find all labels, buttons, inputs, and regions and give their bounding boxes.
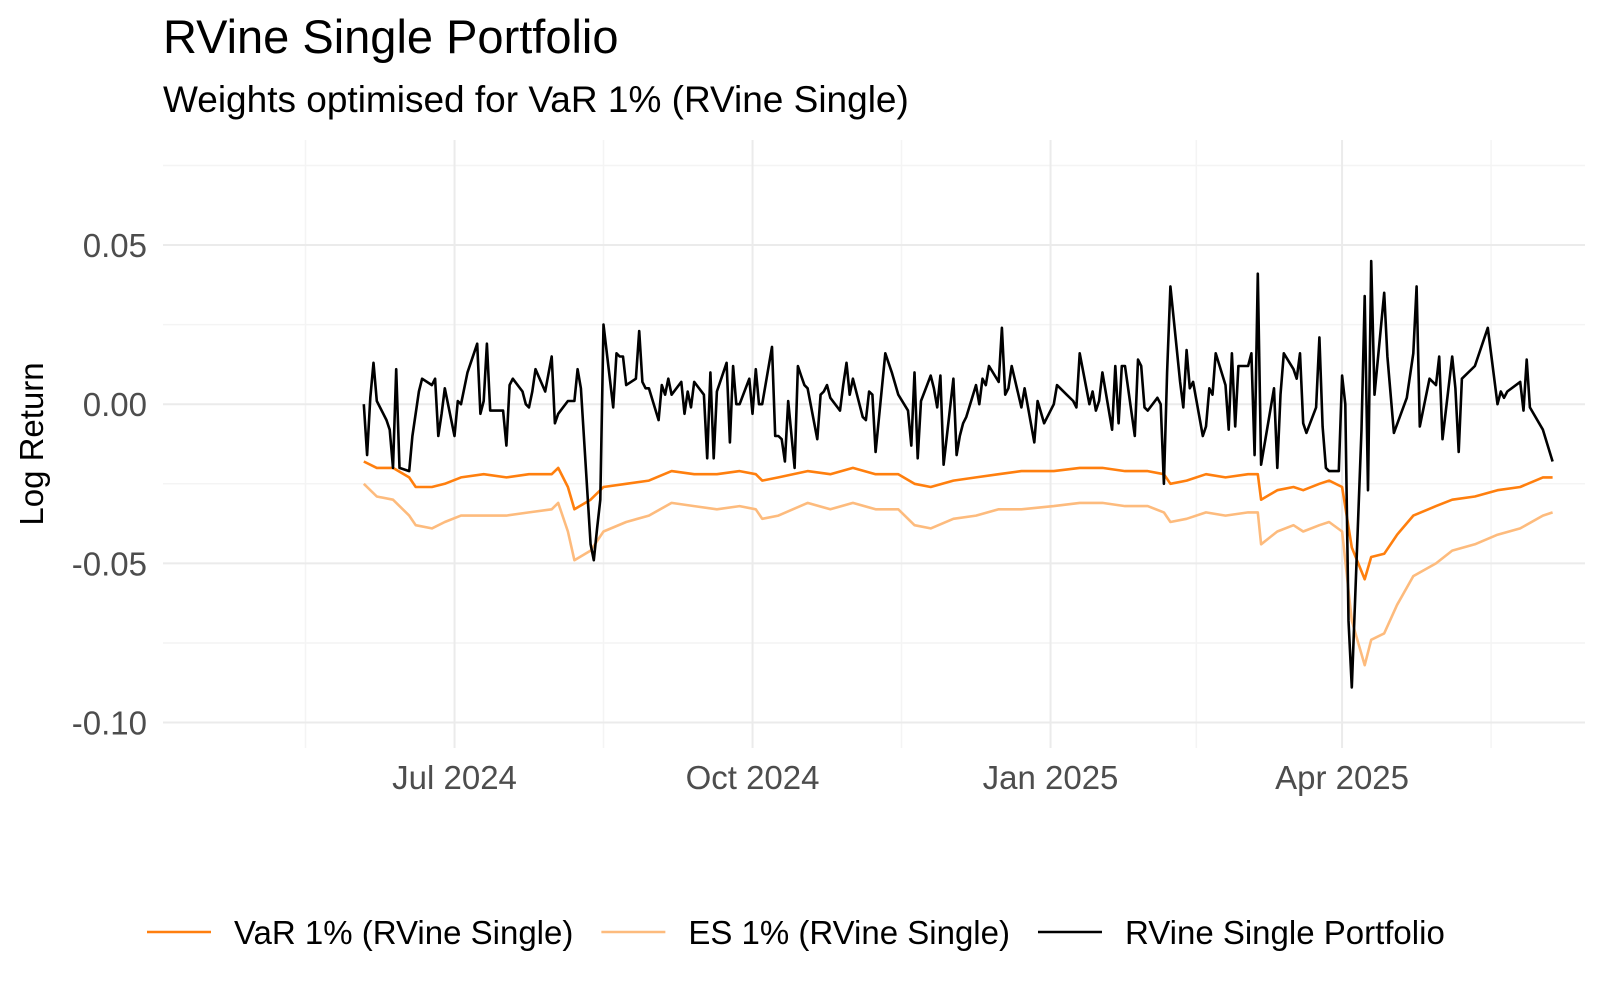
x-tick-label: Apr 2025: [1275, 759, 1409, 796]
x-tick-label: Oct 2024: [686, 759, 820, 796]
legend-label-2: ES 1% (RVine Single): [688, 914, 1010, 951]
y-tick-label: -0.05: [72, 545, 147, 582]
y-tick-label: 0.00: [83, 386, 147, 423]
legend-label-3: RVine Single Portfolio: [1125, 914, 1445, 951]
grid-major-lines: [163, 140, 1585, 748]
series-lines: [362, 259, 1554, 689]
series-line-1: [363, 460, 1553, 581]
series-line-3: [362, 259, 1554, 689]
x-tick-label: Jul 2024: [392, 759, 517, 796]
y-tick-label: -0.10: [72, 705, 147, 742]
chart-title: RVine Single Portfolio: [163, 10, 619, 63]
series-line-2: [362, 482, 1554, 667]
legend: VaR 1% (RVine Single) ES 1% (RVine Single…: [147, 914, 1445, 951]
grid-minor-lines: [163, 140, 1585, 748]
x-axis-ticks: Jul 2024 Oct 2024 Jan 2025 Apr 2025: [392, 759, 1409, 796]
legend-label-1: VaR 1% (RVine Single): [234, 914, 573, 951]
x-tick-label: Jan 2025: [983, 759, 1119, 796]
y-axis-title: Log Return: [13, 362, 50, 525]
y-tick-label: 0.05: [83, 227, 147, 264]
chart-subtitle: Weights optimised for VaR 1% (RVine Sing…: [163, 79, 909, 120]
y-axis-ticks: 0.05 0.00 -0.05 -0.10: [72, 227, 147, 741]
